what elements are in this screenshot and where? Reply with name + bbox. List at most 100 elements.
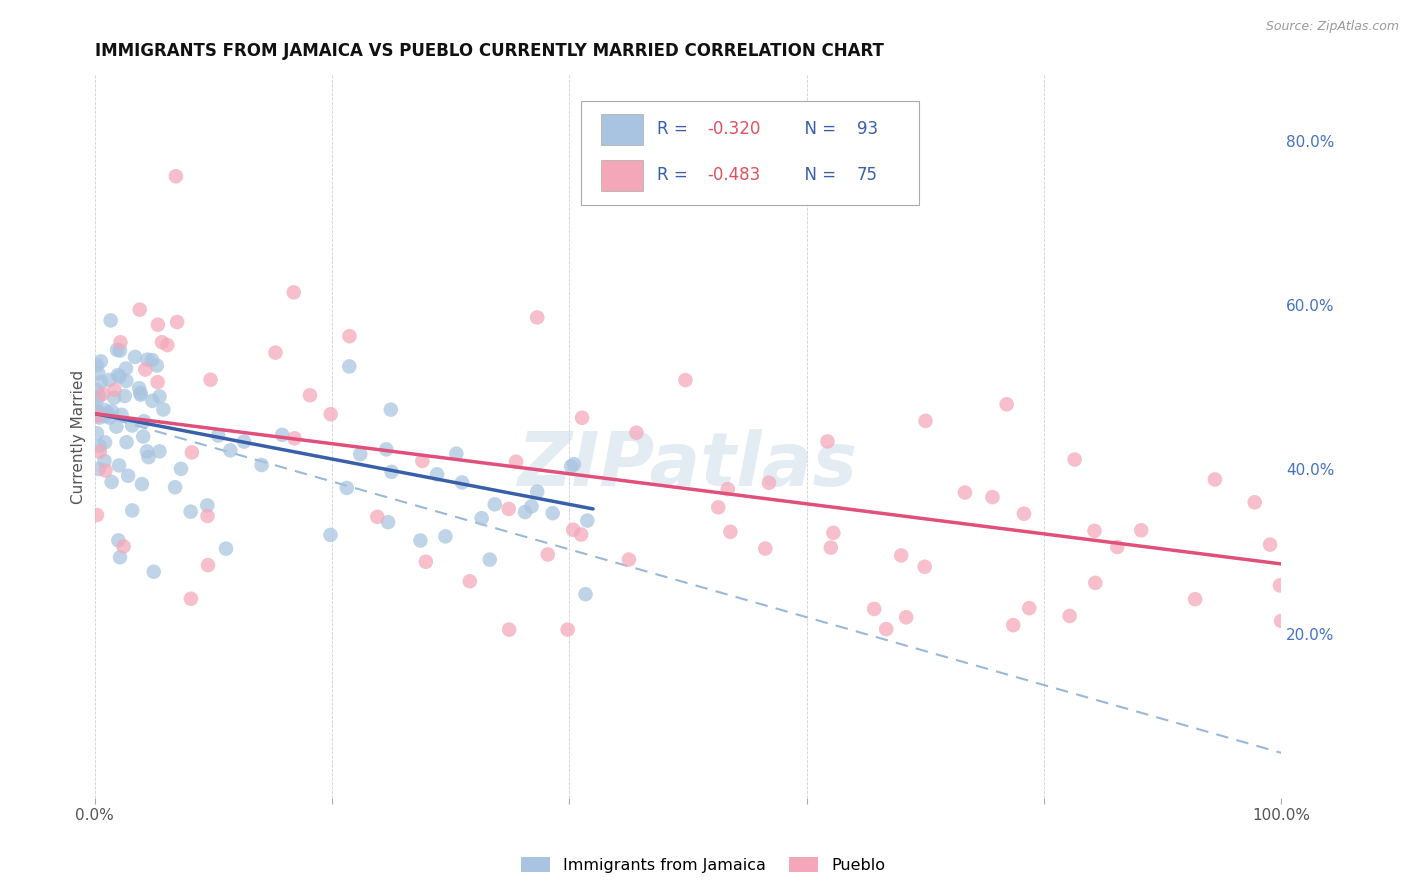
Point — [562, 523, 585, 537]
Point — [98, 410, 121, 425]
Point — [110, 408, 132, 422]
Point — [890, 549, 912, 563]
Point — [426, 467, 449, 482]
Point — [87, 366, 110, 380]
Point — [446, 447, 468, 461]
Point — [339, 329, 361, 343]
Point — [754, 541, 776, 556]
Text: N =: N = — [793, 120, 841, 138]
Point — [103, 383, 125, 397]
Point — [195, 499, 218, 513]
Point — [117, 468, 139, 483]
Point — [100, 313, 122, 327]
Text: -0.320: -0.320 — [707, 120, 761, 138]
Point — [86, 426, 108, 441]
Point — [165, 169, 187, 184]
Point — [758, 475, 780, 490]
Point — [136, 444, 159, 458]
Point — [114, 389, 136, 403]
Text: 75: 75 — [856, 166, 877, 185]
Point — [264, 345, 287, 359]
Point — [478, 552, 501, 566]
Point — [1130, 523, 1153, 537]
Point — [541, 506, 564, 520]
Point — [914, 559, 936, 574]
Point — [90, 375, 112, 389]
Point — [110, 335, 132, 350]
Point — [86, 392, 108, 407]
Point — [207, 428, 229, 442]
Point — [675, 373, 697, 387]
Point — [1268, 578, 1291, 592]
Point — [271, 428, 294, 442]
Point — [148, 389, 170, 403]
Point — [132, 414, 155, 428]
Point — [121, 418, 143, 433]
Point — [823, 525, 845, 540]
Point — [569, 527, 592, 541]
Text: ZIPatlas: ZIPatlas — [517, 429, 858, 502]
Point — [128, 381, 150, 395]
Point — [146, 318, 169, 332]
Point — [415, 555, 437, 569]
Point — [94, 435, 117, 450]
Point — [124, 350, 146, 364]
Point — [141, 393, 163, 408]
Point — [520, 500, 543, 514]
Point — [215, 541, 238, 556]
Point — [115, 435, 138, 450]
Point — [166, 315, 188, 329]
Text: Source: ZipAtlas.com: Source: ZipAtlas.com — [1265, 20, 1399, 33]
Point — [337, 359, 360, 374]
Point — [875, 622, 897, 636]
Point — [574, 587, 596, 601]
Point — [219, 443, 242, 458]
Point — [146, 359, 169, 373]
Point — [91, 387, 114, 401]
Point — [914, 414, 936, 428]
FancyBboxPatch shape — [581, 101, 920, 205]
Point — [121, 503, 143, 517]
Point — [411, 454, 433, 468]
Point — [319, 528, 342, 542]
Point — [108, 458, 131, 473]
Point — [142, 565, 165, 579]
Point — [576, 514, 599, 528]
Bar — [602, 161, 643, 191]
Bar — [602, 114, 643, 145]
Point — [562, 457, 585, 471]
Point — [375, 442, 398, 457]
Point — [138, 450, 160, 465]
Point — [97, 406, 120, 420]
Point — [981, 490, 1004, 504]
Point — [89, 444, 111, 458]
Point — [557, 623, 579, 637]
Text: -0.483: -0.483 — [707, 166, 761, 185]
Point — [89, 410, 111, 425]
Point — [87, 462, 110, 476]
Point — [86, 383, 108, 397]
Point — [152, 402, 174, 417]
Point — [200, 373, 222, 387]
Text: 93: 93 — [856, 120, 877, 138]
Point — [90, 354, 112, 368]
Point — [1012, 507, 1035, 521]
Legend: Immigrants from Jamaica, Pueblo: Immigrants from Jamaica, Pueblo — [515, 851, 891, 880]
Point — [560, 459, 582, 474]
Point — [98, 373, 121, 387]
Point — [1083, 524, 1105, 538]
Point — [170, 462, 193, 476]
Point — [820, 541, 842, 555]
Point — [537, 548, 560, 562]
Point — [1018, 601, 1040, 615]
Point — [197, 508, 219, 523]
Point — [132, 429, 155, 443]
Point — [180, 445, 202, 459]
Point — [380, 402, 402, 417]
Point — [105, 343, 128, 357]
Text: R =: R = — [657, 166, 693, 185]
Point — [108, 343, 131, 358]
Point — [498, 623, 520, 637]
Point — [86, 409, 108, 423]
Point — [1002, 618, 1025, 632]
